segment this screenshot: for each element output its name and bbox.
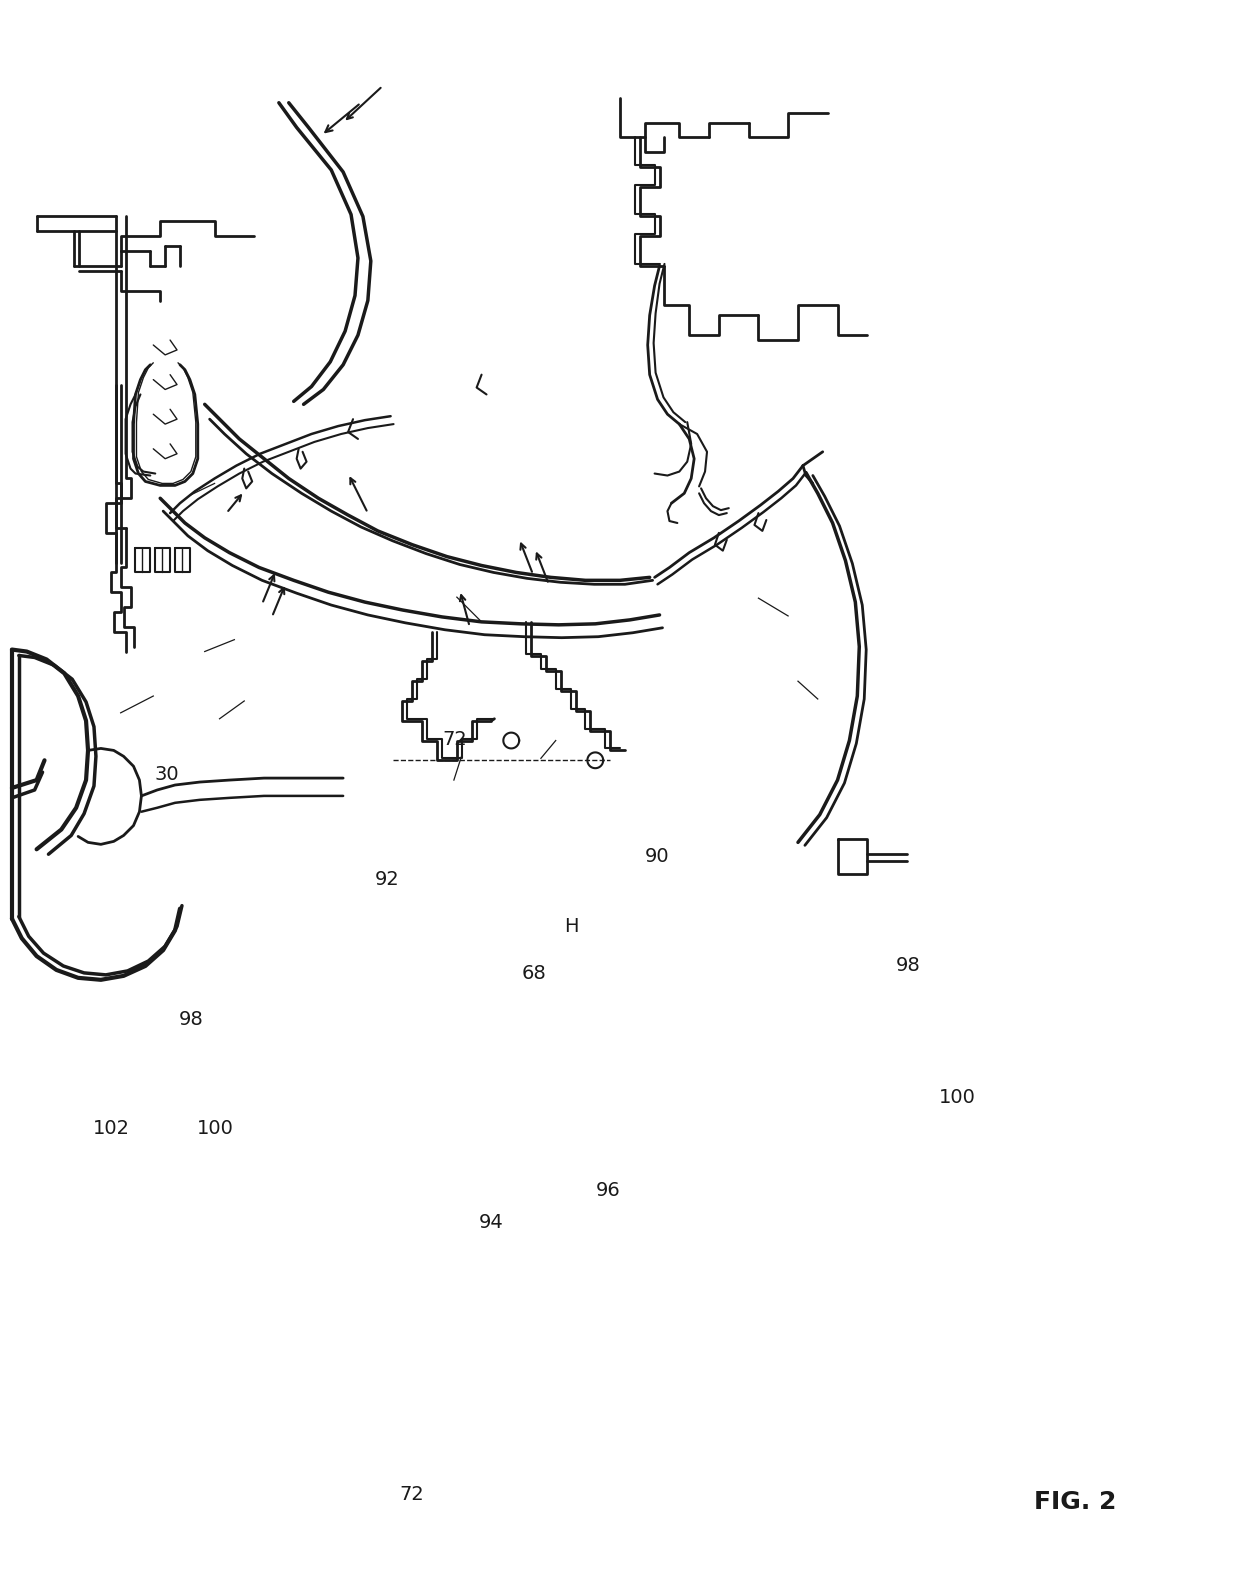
- Text: 94: 94: [479, 1213, 503, 1232]
- Text: 72: 72: [443, 730, 466, 749]
- Text: 68: 68: [522, 964, 547, 983]
- Text: 102: 102: [93, 1118, 130, 1139]
- Text: 100: 100: [197, 1118, 234, 1139]
- Text: 100: 100: [939, 1089, 976, 1107]
- Text: 90: 90: [645, 846, 670, 867]
- Text: 98: 98: [179, 1010, 203, 1029]
- Text: 98: 98: [895, 956, 920, 975]
- Text: 92: 92: [374, 870, 399, 889]
- Text: 72: 72: [399, 1485, 424, 1504]
- Text: H: H: [564, 917, 578, 936]
- Text: FIG. 2: FIG. 2: [1034, 1490, 1116, 1513]
- Text: 96: 96: [595, 1181, 620, 1200]
- Text: 30: 30: [154, 764, 179, 783]
